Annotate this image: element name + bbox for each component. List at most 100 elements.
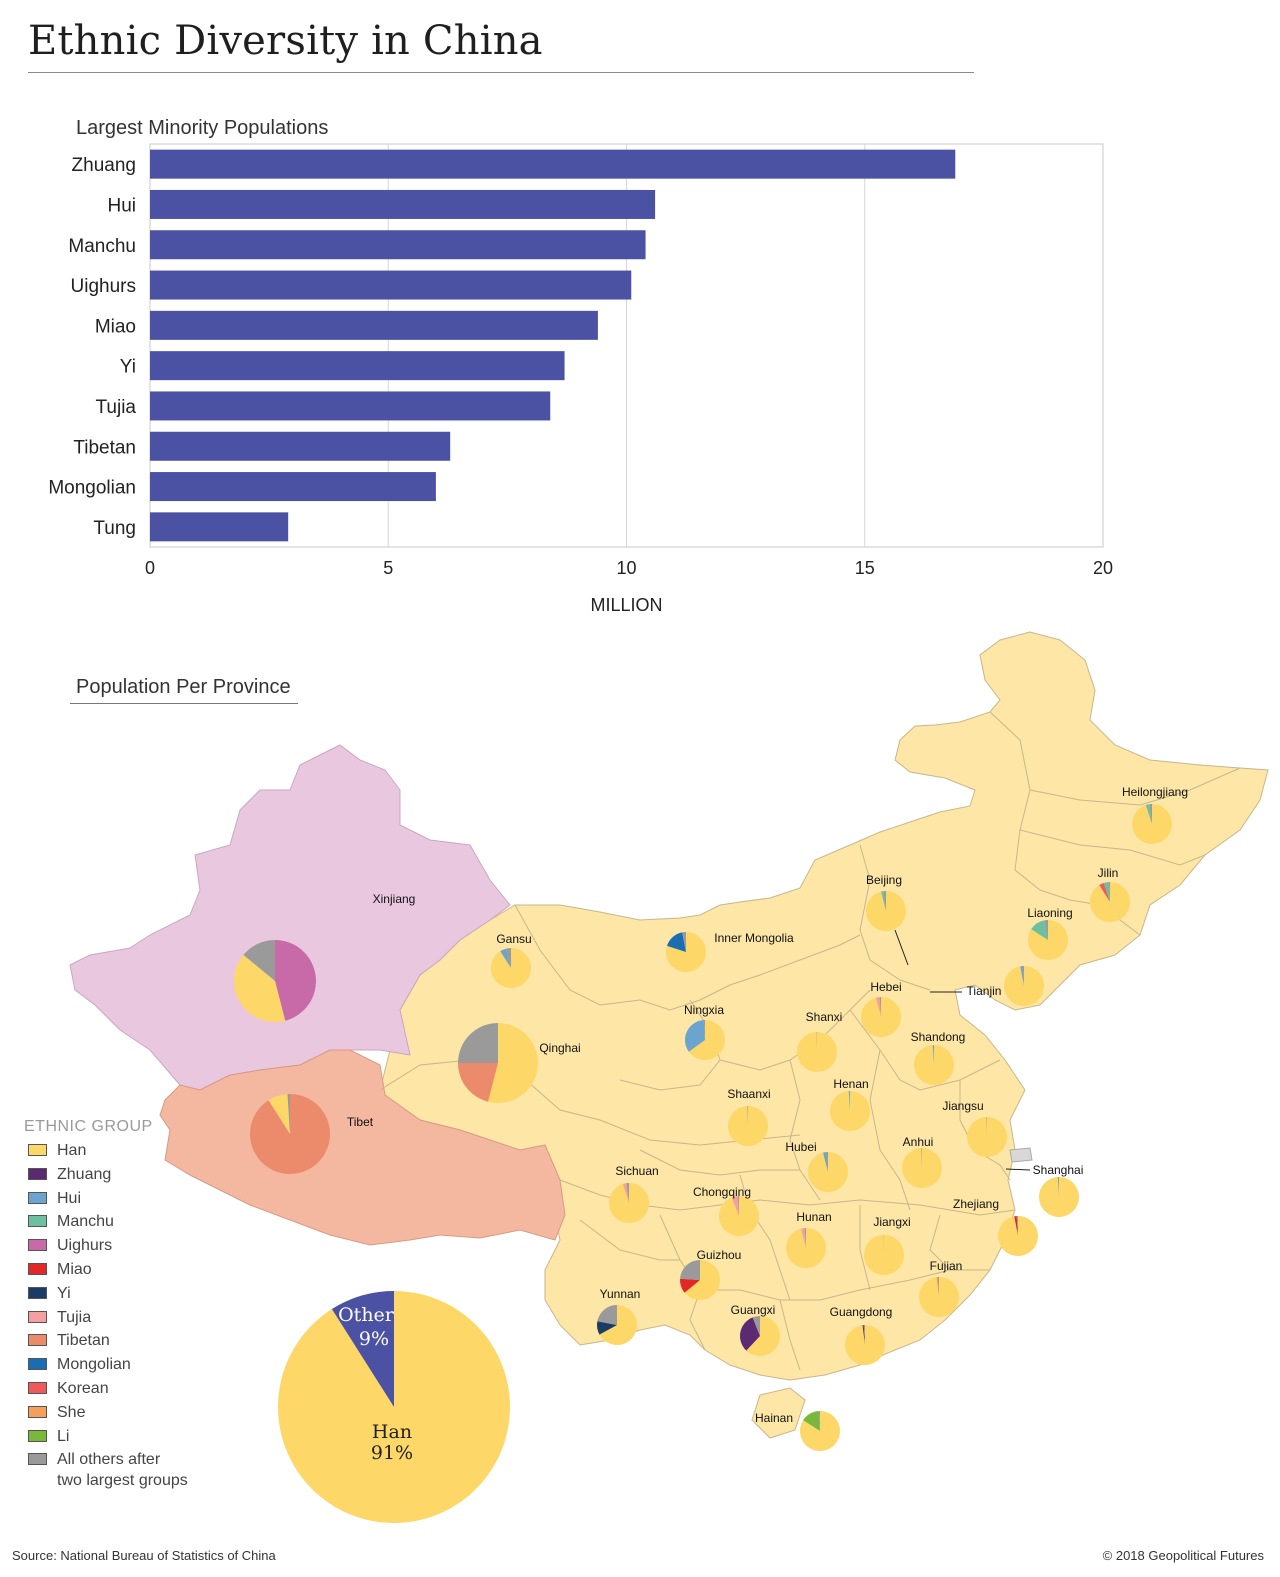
bar [150,310,598,340]
pie-slice [844,1325,885,1365]
pie-slice [808,1152,849,1192]
leader-line [894,929,909,966]
province-pie [861,997,902,1037]
pie-slice [597,1321,617,1335]
legend-item: Zhuang [24,1164,188,1188]
legend-item: Tujia [24,1307,188,1331]
province-pie [491,948,532,988]
province-pie [680,1260,721,1300]
legend-swatch [28,1286,47,1299]
legend-label: She [57,1403,86,1421]
legend-swatch [28,1239,47,1252]
pie-slice [684,1020,705,1052]
province-pie [997,1216,1038,1256]
province-label: Qinghai [539,1041,580,1055]
province-pie [829,1091,870,1131]
province-pie [967,1117,1008,1157]
province-border [1039,889,1141,936]
pie-slice [458,1023,498,1063]
bar [150,189,656,219]
pie-slice [626,1183,629,1203]
legend-item: Li [24,1426,188,1450]
province-border [1019,829,1206,866]
province-label: Tianjin [967,984,1002,998]
legend-item: All others after two largest groups [24,1449,188,1497]
province-label: Ningxia [684,1003,724,1017]
legend-label: Tibetan [57,1332,110,1350]
pie-slice [932,1045,934,1065]
province-pie [800,1411,840,1451]
hainan-island [751,1387,806,1439]
province-label: Sichuan [615,1164,658,1178]
x-tick-label: 20 [1093,558,1113,578]
pie-slice [488,1023,538,1103]
province-label: Gansu [496,932,531,946]
province-pie [597,1305,637,1345]
bar-chart-title: Largest Minority Populations [76,117,329,139]
shanghai-island [1009,1147,1033,1163]
province-border [789,1059,821,1201]
x-tick-label: 10 [616,558,636,578]
pie-slice [876,997,881,1017]
pie-slice [829,1091,870,1131]
pie-slice [737,1196,739,1216]
province-pie [844,1325,885,1365]
province-label: Hubei [785,1140,816,1154]
legend-label: Uighurs [57,1237,113,1255]
province-label: Yunnan [600,1287,641,1301]
province-pie [1003,966,1044,1006]
category-label: Uighurs [71,276,136,297]
province-pie [684,1020,725,1060]
province-pie [808,1152,849,1192]
pie-slice [1016,1216,1018,1236]
province-label: Anhui [903,1135,934,1149]
legend-label: Miao [57,1260,92,1278]
pie-slice [1108,882,1110,902]
bar [150,512,289,542]
pie-slice [275,940,317,1021]
province-label: Xinjiang [373,892,416,906]
pie-slice [879,997,881,1017]
pie-slice [684,1260,721,1300]
province-pie [249,1094,330,1174]
province-map: Xinjiang Tibet Qinghai Gansu Inner Mongolia N… [69,631,1269,1523]
province-label: Shandong [911,1030,966,1044]
pie-slice [796,1032,837,1072]
pie-slice [848,1091,850,1111]
legend-item: Hui [24,1188,188,1212]
category-label: Hui [107,195,136,216]
province-label: Inner Mongolia [714,931,794,945]
province-pie [1090,882,1130,922]
pie-slice [1044,920,1048,940]
category-label: Mongolian [48,478,136,499]
legend-swatch [28,1453,47,1466]
category-label: Tibetan [73,437,136,458]
province-pie [864,1235,905,1275]
pie-slice [688,1020,725,1060]
legend-item: Korean [24,1378,188,1402]
category-label: Tung [93,518,136,539]
pie-slice [823,1152,828,1172]
pie-slice [937,1277,939,1297]
province-pie [740,1316,781,1356]
legend-label: Li [57,1427,70,1445]
pie-slice [914,1045,955,1085]
pie-slice [597,1305,617,1325]
pie-slice [801,1228,806,1248]
province-border [929,1214,951,1271]
title-divider [28,72,974,73]
province-label: Shanghai [1033,1163,1084,1177]
legend-label: Korean [57,1379,109,1397]
legend-swatch [28,1191,47,1204]
legend-swatch [28,1310,47,1323]
pie-slice [881,891,886,911]
bar [150,351,565,381]
pie-slice [826,1152,828,1172]
pie-slice [268,1094,290,1134]
province-label: Shanxi [806,1010,843,1024]
pie-slice [682,932,686,952]
pie-slice [921,1148,922,1168]
legend-swatch [28,1358,47,1371]
pie-slice [746,1316,781,1356]
